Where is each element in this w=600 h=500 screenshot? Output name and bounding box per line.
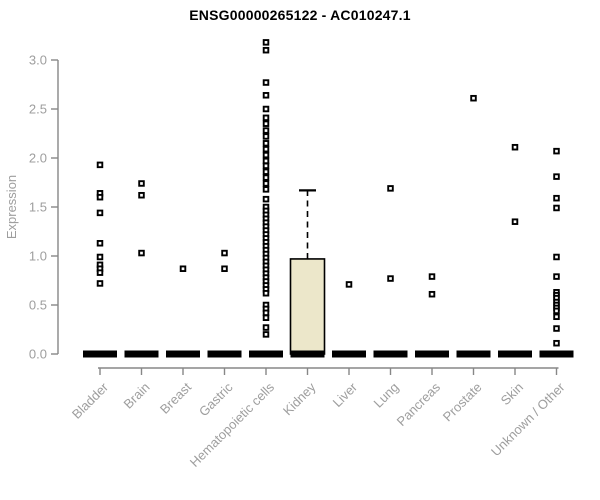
data-point [262, 114, 270, 122]
data-point [96, 161, 104, 169]
data-point [262, 195, 270, 203]
x-category-label: Breast [157, 379, 194, 416]
data-point [221, 249, 228, 257]
data-point [387, 185, 394, 192]
data-point [138, 249, 145, 257]
data-point [262, 79, 270, 86]
data-point [221, 265, 228, 272]
data-point [428, 290, 436, 298]
data-point [387, 275, 394, 282]
box-body [289, 258, 326, 355]
data-point [553, 273, 560, 280]
data-point [553, 204, 560, 212]
y-tick-label: 1.0 [29, 249, 47, 264]
median-bar [166, 350, 200, 358]
data-point [553, 325, 560, 332]
data-point [428, 273, 436, 280]
chart-title: ENSG00000265122 - AC010247.1 [189, 7, 411, 23]
data-point [262, 180, 270, 187]
data-point [262, 309, 270, 317]
data-point [262, 140, 270, 147]
median-bar [207, 350, 242, 358]
data-point [553, 194, 560, 202]
median-bar [249, 350, 283, 358]
data-point [262, 151, 270, 159]
data-point [179, 265, 187, 272]
data-point [96, 240, 104, 247]
data-point [262, 46, 270, 54]
median-bar [415, 350, 449, 358]
y-tick-label: 2.0 [29, 151, 47, 166]
data-point [96, 253, 104, 261]
data-point [553, 253, 560, 261]
data-point [262, 168, 270, 175]
y-axis-title: Expression [4, 175, 19, 239]
median-bar [498, 350, 532, 358]
data-point [470, 94, 477, 102]
median-bar [124, 350, 159, 358]
y-tick-label: 1.5 [29, 200, 47, 215]
data-point [262, 92, 270, 99]
data-point [262, 145, 270, 153]
x-category-label: Bladder [69, 379, 112, 422]
data-point [262, 289, 270, 297]
x-category-label: Brain [121, 380, 153, 412]
median-bar [373, 350, 408, 358]
y-tick-label: 3.0 [29, 53, 47, 68]
data-point [138, 180, 145, 187]
median-bar [539, 350, 574, 358]
data-point [345, 281, 353, 288]
data-point [262, 127, 270, 134]
data-point [262, 120, 270, 127]
data-point [262, 186, 270, 193]
data-point [262, 162, 270, 170]
y-tick-label: 0.0 [29, 347, 47, 362]
data-point [96, 269, 104, 276]
x-category-label: Unknown / Other [488, 379, 568, 459]
data-point [511, 218, 519, 225]
x-category-label: Skin [498, 380, 526, 408]
x-category-label: Prostate [440, 380, 485, 425]
y-tick-label: 2.5 [29, 102, 47, 117]
data-point [96, 209, 104, 217]
data-point [553, 313, 560, 321]
data-point [262, 324, 270, 331]
x-category-label: Kidney [280, 379, 319, 418]
median-bar [332, 350, 366, 358]
data-point [262, 314, 270, 321]
data-point [262, 174, 270, 181]
median-bar [456, 350, 491, 358]
median-bar [83, 350, 117, 358]
data-point [262, 105, 270, 113]
data-point [262, 157, 270, 165]
data-point [138, 191, 145, 199]
data-point [511, 143, 519, 151]
x-category-label: Gastric [196, 379, 236, 419]
data-point [553, 307, 560, 315]
data-point [262, 39, 270, 46]
data-point [553, 173, 560, 180]
data-point [553, 339, 560, 347]
x-category-label: Lung [371, 380, 402, 411]
data-point [96, 193, 104, 201]
data-point [262, 331, 270, 338]
x-category-label: Liver [330, 379, 361, 410]
y-tick-label: 0.5 [29, 298, 47, 313]
data-point [553, 147, 560, 155]
x-category-label: Pancreas [394, 379, 444, 429]
median-bar [290, 350, 325, 358]
data-point [96, 280, 104, 287]
data-point [262, 133, 270, 140]
